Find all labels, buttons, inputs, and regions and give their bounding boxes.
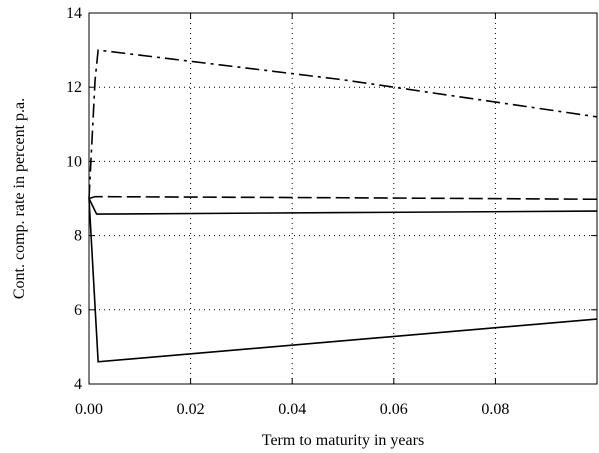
- axis-ticks: [88, 12, 597, 385]
- x-tick-label: 0.04: [278, 401, 306, 418]
- y-tick-label: 4: [74, 376, 82, 393]
- x-tick-label: 0.00: [75, 401, 103, 418]
- series-line-2: [88, 195, 598, 201]
- plot-frame: [88, 12, 598, 385]
- x-tick-labels: 0.00 0.02 0.04 0.06 0.08: [75, 401, 509, 418]
- x-tick-label: 0.06: [380, 401, 408, 418]
- y-tick-label: 8: [74, 228, 82, 245]
- y-axis-label: Cont. comp. rate in percent p.a.: [11, 98, 28, 299]
- x-tick-label: 0.02: [177, 401, 205, 418]
- y-tick-label: 14: [66, 5, 82, 22]
- series-line-3: [88, 198, 598, 215]
- series-line-1: [88, 49, 598, 199]
- y-tick-label: 10: [66, 153, 82, 170]
- x-axis-label: Term to maturity in years: [262, 432, 424, 449]
- y-tick-label: 12: [66, 79, 82, 96]
- y-tick-labels: 4 6 8 10 12 14: [66, 5, 82, 393]
- y-tick-label: 6: [74, 302, 82, 319]
- x-tick-label: 0.08: [481, 401, 509, 418]
- series-group: [88, 49, 598, 363]
- series-line-4: [88, 198, 598, 363]
